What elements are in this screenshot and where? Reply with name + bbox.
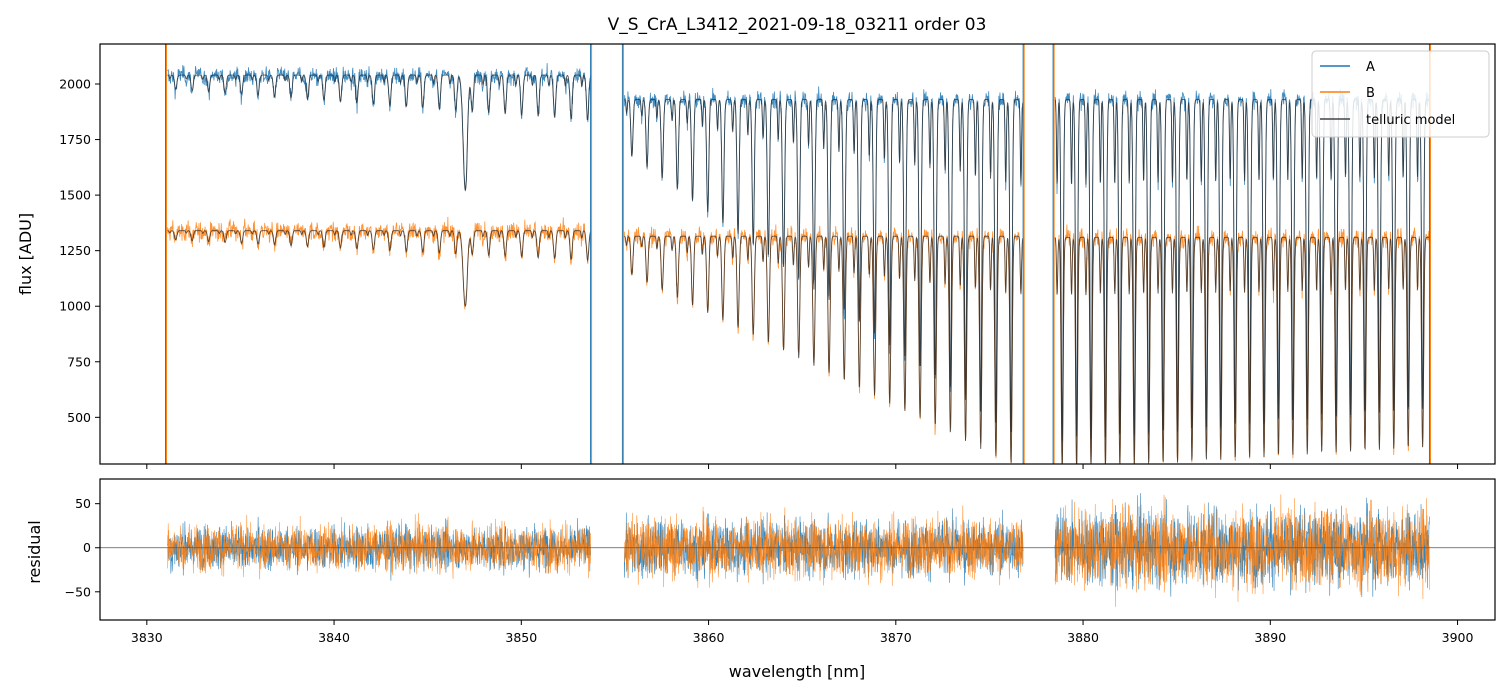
- flux-y-tick-label-1500: 1500: [59, 188, 91, 203]
- residual-y-axis-label: residual: [25, 520, 44, 583]
- residual-series-b-segment-3: [1054, 494, 1430, 607]
- telluric-model-b-segment-2: [624, 235, 1024, 463]
- residual-y-tick-label-0: −50: [65, 584, 91, 599]
- chart-title: V_S_CrA_L3412_2021-09-18_03211 order 03: [608, 15, 987, 35]
- x-tick-label-3900: 3900: [1442, 630, 1474, 645]
- telluric-model-a-segment-2: [624, 99, 1024, 433]
- residual-series-group: [100, 493, 1495, 607]
- telluric-model-a-segment-1: [167, 74, 592, 191]
- legend-label-telluric: telluric model: [1366, 113, 1455, 128]
- x-tick-label-3880: 3880: [1067, 630, 1099, 645]
- flux-axes-frame: [99, 43, 1496, 465]
- x-tick-label-3890: 3890: [1254, 630, 1286, 645]
- flux-y-ticks: 500 750 1000 1250 1500 1750 2000: [59, 77, 100, 425]
- flux-y-tick-label-500: 500: [67, 410, 91, 425]
- flux-y-axis-label: flux [ADU]: [16, 213, 35, 295]
- flux-y-tick-label-2000: 2000: [59, 77, 91, 92]
- x-tick-label-3860: 3860: [693, 630, 725, 645]
- residual-y-tick-label-2: 50: [75, 496, 91, 511]
- flux-x-ticks: [146, 464, 1459, 469]
- telluric-model-b-segment-3: [1054, 236, 1430, 464]
- legend-label-a: A: [1366, 60, 1375, 75]
- flux-y-tick-label-1750: 1750: [59, 132, 91, 147]
- legend-label-b: B: [1366, 86, 1375, 101]
- x-axis-label: wavelength [nm]: [729, 662, 866, 681]
- telluric-model-b-segment-1: [167, 230, 592, 307]
- flux-series-group: [165, 44, 1431, 464]
- flux-y-tick-label-750: 750: [67, 354, 91, 369]
- x-tick-label-3840: 3840: [318, 630, 350, 645]
- flux-y-tick-label-1000: 1000: [59, 299, 91, 314]
- legend-box: [1311, 50, 1490, 138]
- telluric-model-a-segment-3: [1054, 99, 1430, 442]
- residual-y-tick-label-1: 0: [83, 540, 91, 555]
- flux-panel: 500 750 1000 1250 1500 1750 2000 flux [ADU] A …: [16, 43, 1496, 469]
- residual-series-b-segment-1: [167, 512, 591, 580]
- legend: A B telluric model: [1311, 50, 1490, 138]
- x-tick-label-3850: 3850: [505, 630, 537, 645]
- flux-y-tick-label-1250: 1250: [59, 243, 91, 258]
- residual-x-ticks: 3830 3840 3850 3860 3870 3880 3890 3900: [131, 620, 1474, 645]
- x-tick-label-3830: 3830: [131, 630, 163, 645]
- x-tick-label-3870: 3870: [880, 630, 912, 645]
- residual-axes-frame: [99, 478, 1496, 621]
- residual-y-ticks: −50 0 50: [65, 496, 100, 599]
